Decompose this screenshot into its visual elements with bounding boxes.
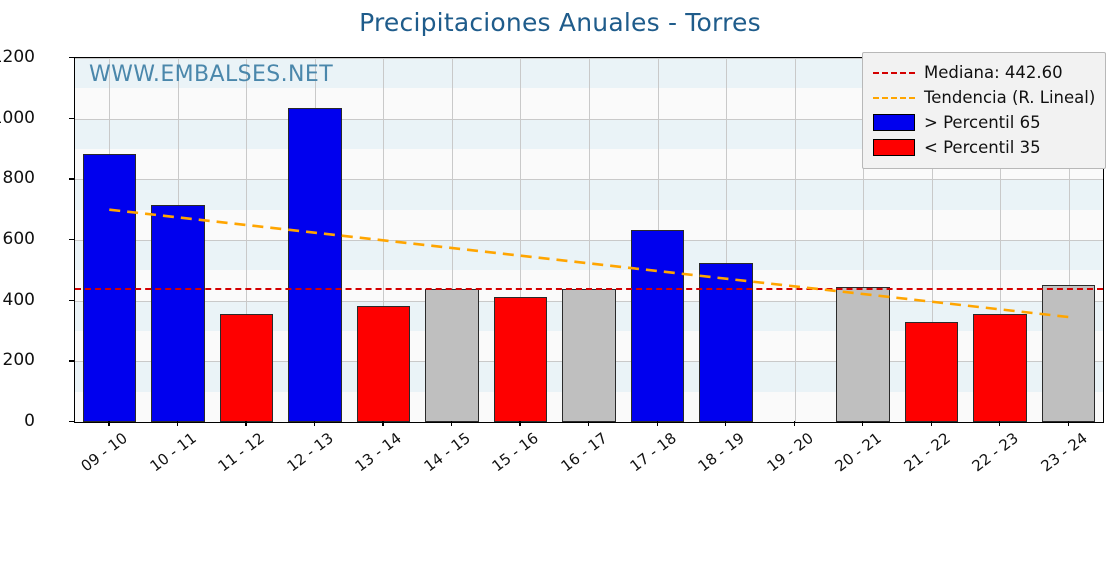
gridline-vertical [794, 58, 796, 422]
legend-swatch [872, 71, 916, 74]
legend-label: Mediana: 442.60 [924, 63, 1063, 82]
bar-18-19[interactable] [699, 263, 753, 422]
y-axis-tick-mark [69, 239, 74, 241]
bar-10-11[interactable] [151, 205, 205, 422]
gridline-vertical [1000, 58, 1002, 422]
legend-dashed-line-icon [873, 71, 915, 74]
legend-item[interactable]: Mediana: 442.60 [872, 60, 1095, 85]
legend-dashed-line-icon [873, 96, 915, 99]
y-axis-tick-label: 0 [24, 411, 35, 431]
gridline-vertical [931, 58, 933, 422]
bar-21-22[interactable] [904, 321, 959, 422]
legend-item[interactable]: Tendencia (R. Lineal) [872, 85, 1095, 110]
legend-item[interactable]: > Percentil 65 [872, 110, 1095, 135]
bar-16-17[interactable] [562, 289, 616, 422]
gridline-vertical [520, 58, 522, 422]
y-axis-tick-mark [69, 117, 74, 119]
y-axis-tick-label: 1000 [0, 107, 35, 128]
bar-17-18[interactable] [630, 230, 685, 422]
y-axis-tick-label: 200 [2, 350, 35, 371]
y-axis-tick-label: 1200 [0, 47, 35, 67]
gridline-vertical [246, 58, 248, 422]
legend-swatch [872, 139, 916, 156]
y-axis-tick-mark [69, 421, 74, 423]
legend-swatch [872, 96, 916, 99]
x-axis-tick-mark [1067, 421, 1070, 426]
gridline-vertical [1068, 58, 1070, 422]
bar-20-21[interactable] [836, 286, 890, 422]
bar-14-15[interactable] [425, 289, 479, 422]
watermark: WWW.EMBALSES.NET [89, 62, 334, 87]
bar-12-13[interactable] [288, 108, 342, 422]
x-axis-tick-mark [519, 421, 521, 426]
median-line [75, 287, 1103, 290]
gridline-vertical [863, 58, 865, 422]
y-axis-tick-mark [69, 299, 74, 301]
legend-label: > Percentil 65 [924, 113, 1041, 132]
y-axis-tick-mark [69, 360, 74, 362]
gridline-vertical [726, 58, 728, 422]
chart-legend: Mediana: 442.60 Tendencia (R. Lineal) > Pe… [862, 52, 1107, 169]
legend-color-patch-icon [873, 139, 915, 156]
x-axis-tick-mark [313, 421, 316, 426]
y-axis-tick-mark [69, 178, 74, 180]
x-axis-tick-mark [656, 421, 658, 426]
x-axis-tick-mark [862, 421, 864, 426]
legend-label: Tendencia (R. Lineal) [924, 88, 1096, 107]
y-axis-tick-label: 400 [2, 289, 35, 310]
x-axis-tick-mark [382, 421, 384, 426]
legend-swatch [872, 114, 916, 131]
x-axis-tick-mark [176, 421, 179, 426]
bar-22-23[interactable] [973, 314, 1027, 422]
gridline-vertical [589, 58, 590, 422]
bar-15-16[interactable] [493, 297, 548, 422]
legend-color-patch-icon [873, 114, 915, 131]
bar-13-14[interactable] [356, 305, 411, 422]
x-axis-tick-mark [725, 421, 727, 426]
chart-figure: Precipitaciones Anuales - Torres WWW.EMB… [0, 8, 1107, 475]
x-axis-tick-mark [108, 421, 110, 426]
x-axis-tick-mark [450, 421, 453, 426]
y-axis-tick-label: 600 [2, 229, 35, 249]
chart-title: Precipitaciones Anuales - Torres [359, 8, 761, 37]
gridline-vertical [451, 58, 453, 422]
legend-item[interactable]: < Percentil 35 [872, 135, 1095, 160]
x-axis-tick-mark [245, 421, 247, 426]
x-axis-tick-mark [999, 421, 1001, 426]
y-axis-tick-label: 800 [2, 168, 35, 189]
x-axis-tick-mark [930, 421, 932, 426]
x-axis-tick-mark [793, 421, 795, 426]
y-axis-tick-mark [69, 57, 74, 59]
bar-23-24[interactable] [1042, 284, 1096, 422]
legend-label: < Percentil 35 [924, 138, 1041, 157]
x-axis-tick-mark [588, 421, 590, 426]
